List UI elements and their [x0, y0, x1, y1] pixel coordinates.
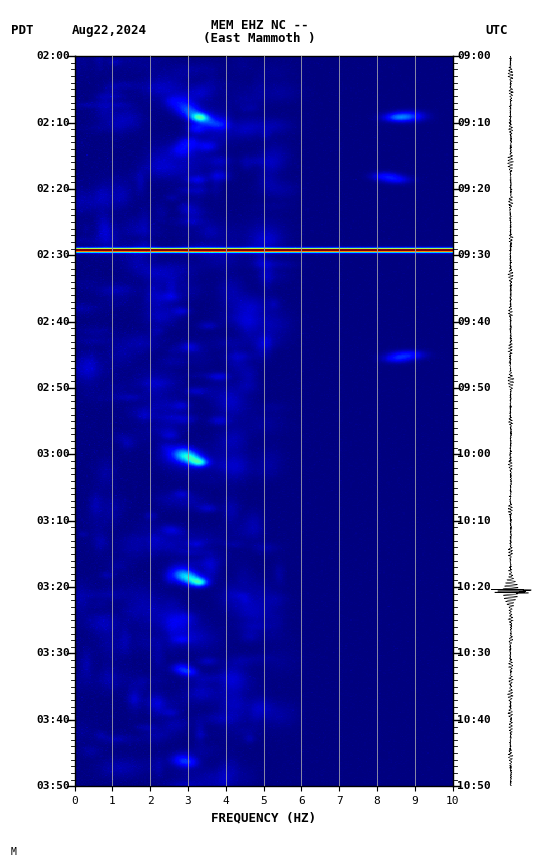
Text: 10:00: 10:00: [457, 449, 491, 460]
Text: Aug22,2024: Aug22,2024: [72, 24, 147, 37]
Text: 09:20: 09:20: [457, 184, 491, 194]
Text: PDT: PDT: [11, 24, 34, 37]
Text: 09:10: 09:10: [457, 118, 491, 128]
Text: 10:10: 10:10: [457, 516, 491, 526]
Text: 02:10: 02:10: [36, 118, 70, 128]
Text: UTC: UTC: [486, 24, 508, 37]
Text: MEM EHZ NC --: MEM EHZ NC --: [211, 19, 308, 32]
Text: 03:10: 03:10: [36, 516, 70, 526]
Text: 02:30: 02:30: [36, 251, 70, 260]
Text: 03:00: 03:00: [36, 449, 70, 460]
Text: 02:20: 02:20: [36, 184, 70, 194]
X-axis label: FREQUENCY (HZ): FREQUENCY (HZ): [211, 811, 316, 824]
Text: 10:30: 10:30: [457, 649, 491, 658]
Text: 03:30: 03:30: [36, 649, 70, 658]
Text: 10:40: 10:40: [457, 715, 491, 725]
Text: 09:00: 09:00: [457, 51, 491, 61]
Text: M: M: [11, 847, 17, 857]
Text: 09:40: 09:40: [457, 316, 491, 327]
Text: 03:20: 03:20: [36, 582, 70, 592]
Text: 02:50: 02:50: [36, 383, 70, 393]
Text: 09:30: 09:30: [457, 251, 491, 260]
Text: 10:50: 10:50: [457, 781, 491, 791]
Text: 02:00: 02:00: [36, 51, 70, 61]
Text: 02:40: 02:40: [36, 316, 70, 327]
Text: 03:50: 03:50: [36, 781, 70, 791]
Text: 09:50: 09:50: [457, 383, 491, 393]
Text: 03:40: 03:40: [36, 715, 70, 725]
Text: 10:20: 10:20: [457, 582, 491, 592]
Text: (East Mammoth ): (East Mammoth ): [203, 32, 316, 45]
